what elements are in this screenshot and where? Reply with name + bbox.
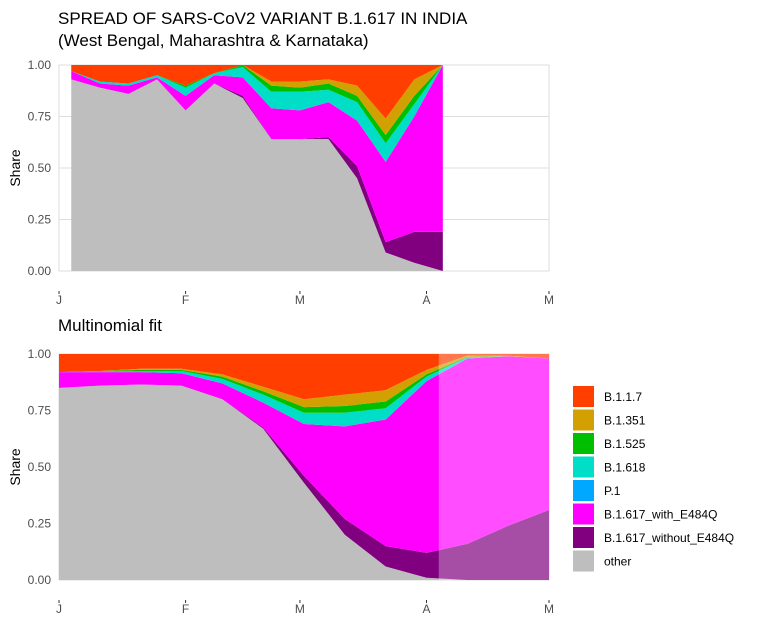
legend-swatch [573,480,594,501]
legend-label: other [604,555,631,569]
legend-swatch [573,456,594,478]
x-tick-label: J [56,602,62,616]
x-tick-label: A [422,293,430,307]
x-tick-label: M [295,602,305,616]
legend-swatch [573,386,594,407]
y-tick-label: 0.00 [28,573,52,587]
area-b-1-1-7 [59,354,549,400]
y-tick-label: 0.50 [28,460,52,474]
chart2-y-axis-label: Share [7,448,23,486]
legend-label: B.1.618 [604,461,646,475]
y-tick-label: 0.50 [28,161,52,175]
area-b-1-617-with-e484q [59,356,549,553]
area-b-1-617-with-e484q [71,65,443,243]
legend-label: B.1.617_with_E484Q [604,508,717,522]
chart1-plot-area: 0.00 0.25 0.50 0.75 1.00 J F M A M [28,58,554,307]
area-b-1-617-without-e484q [59,384,549,580]
x-tick-label: A [422,602,430,616]
area-other [59,384,549,580]
legend-label: B.1.617_without_E484Q [604,531,734,545]
legend: B.1.1.7 B.1.351 B.1.525 B.1.618 P.1 B.1.617_w… [573,386,734,572]
x-tick-label: J [56,293,62,307]
y-tick-label: 1.00 [28,58,52,72]
chart2-title: Multinomial fit [58,316,162,335]
area-b-1-618 [71,65,443,162]
area-b-1-1-7 [71,65,443,119]
legend-swatch [573,433,594,454]
x-tick-label: M [544,293,554,307]
y-tick-label: 0.25 [28,517,52,531]
chart2-plot-area: 0.00 0.25 0.50 0.75 1.00 J F M A M [28,347,554,616]
chart1-y-axis-label: Share [7,149,23,187]
y-tick-label: 1.00 [28,347,52,361]
x-tick-label: F [182,602,189,616]
legend-swatch [573,527,594,548]
legend-label: B.1.351 [604,414,646,428]
legend-swatch [573,550,594,572]
y-tick-label: 0.75 [28,110,52,124]
y-tick-label: 0.75 [28,404,52,418]
x-tick-label: F [182,293,189,307]
y-tick-label: 0.00 [28,264,52,278]
y-tick-label: 0.25 [28,213,52,227]
legend-label: B.1.1.7 [604,390,642,404]
legend-swatch [573,503,594,525]
area-b-1-351 [71,65,443,136]
legend-swatch [573,409,594,431]
area-b-1-617-without-e484q [71,79,443,271]
area-other [71,79,443,271]
forecast-overlay [438,354,549,580]
chart1-subtitle: (West Bengal, Maharashtra & Karnataka) [58,31,369,50]
legend-label: P.1 [604,484,621,498]
area-b-1-525 [59,356,549,413]
legend-label: B.1.525 [604,437,646,451]
chart1-title: SPREAD OF SARS-CoV2 VARIANT B.1.617 IN I… [58,9,468,28]
x-tick-label: M [295,293,305,307]
x-tick-label: M [544,602,554,616]
